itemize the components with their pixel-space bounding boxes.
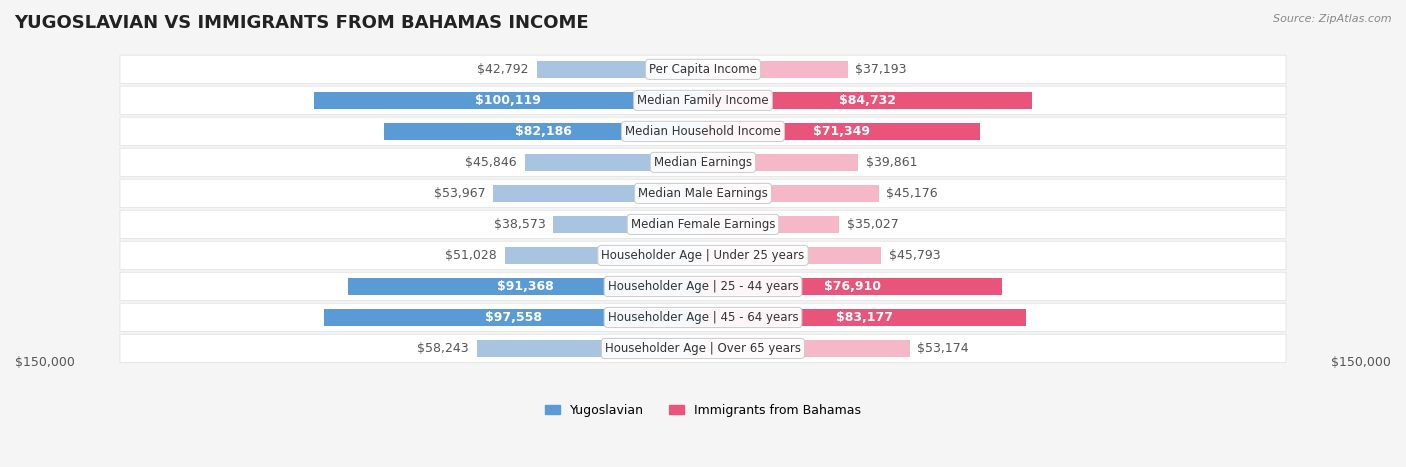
Text: Median Male Earnings: Median Male Earnings [638, 187, 768, 200]
Text: $39,861: $39,861 [866, 156, 917, 169]
Bar [505, 247, 703, 264]
Bar [703, 309, 1026, 326]
Bar [703, 216, 839, 233]
FancyBboxPatch shape [120, 210, 1286, 239]
Text: $45,846: $45,846 [465, 156, 517, 169]
Bar [703, 340, 910, 357]
Text: $84,732: $84,732 [839, 94, 896, 107]
Text: $38,573: $38,573 [494, 218, 546, 231]
Bar [494, 185, 703, 202]
Text: Median Female Earnings: Median Female Earnings [631, 218, 775, 231]
Text: $51,028: $51,028 [446, 249, 496, 262]
FancyBboxPatch shape [120, 179, 1286, 208]
Bar [703, 247, 882, 264]
Text: $45,176: $45,176 [886, 187, 938, 200]
Text: Householder Age | 45 - 64 years: Householder Age | 45 - 64 years [607, 311, 799, 324]
Text: $83,177: $83,177 [837, 311, 893, 324]
Bar [703, 154, 858, 171]
Text: YUGOSLAVIAN VS IMMIGRANTS FROM BAHAMAS INCOME: YUGOSLAVIAN VS IMMIGRANTS FROM BAHAMAS I… [14, 14, 589, 32]
Text: $82,186: $82,186 [515, 125, 572, 138]
FancyBboxPatch shape [120, 117, 1286, 146]
Text: Householder Age | Over 65 years: Householder Age | Over 65 years [605, 342, 801, 355]
Text: Householder Age | 25 - 44 years: Householder Age | 25 - 44 years [607, 280, 799, 293]
FancyBboxPatch shape [120, 303, 1286, 332]
Bar [347, 278, 703, 295]
Text: Median Household Income: Median Household Income [626, 125, 780, 138]
Text: $76,910: $76,910 [824, 280, 882, 293]
FancyBboxPatch shape [120, 241, 1286, 270]
Text: Median Earnings: Median Earnings [654, 156, 752, 169]
Text: $35,027: $35,027 [846, 218, 898, 231]
Bar [477, 340, 703, 357]
Text: $91,368: $91,368 [498, 280, 554, 293]
Bar [524, 154, 703, 171]
Text: $150,000: $150,000 [15, 356, 75, 368]
Bar [703, 123, 980, 140]
Bar [703, 278, 1002, 295]
FancyBboxPatch shape [120, 148, 1286, 177]
Bar [314, 92, 703, 109]
Text: Householder Age | Under 25 years: Householder Age | Under 25 years [602, 249, 804, 262]
Text: $71,349: $71,349 [813, 125, 870, 138]
Text: $58,243: $58,243 [418, 342, 468, 355]
Text: $53,174: $53,174 [918, 342, 969, 355]
Text: Median Family Income: Median Family Income [637, 94, 769, 107]
Text: $37,193: $37,193 [855, 63, 907, 76]
Bar [553, 216, 703, 233]
Text: $97,558: $97,558 [485, 311, 541, 324]
Bar [703, 92, 1032, 109]
Bar [703, 61, 848, 78]
FancyBboxPatch shape [120, 334, 1286, 363]
FancyBboxPatch shape [120, 86, 1286, 115]
FancyBboxPatch shape [120, 55, 1286, 84]
Bar [537, 61, 703, 78]
Text: $100,119: $100,119 [475, 94, 541, 107]
Legend: Yugoslavian, Immigrants from Bahamas: Yugoslavian, Immigrants from Bahamas [540, 399, 866, 422]
Text: $53,967: $53,967 [434, 187, 485, 200]
Text: $42,792: $42,792 [478, 63, 529, 76]
Bar [323, 309, 703, 326]
Text: $150,000: $150,000 [1331, 356, 1391, 368]
Text: Source: ZipAtlas.com: Source: ZipAtlas.com [1274, 14, 1392, 24]
Bar [703, 185, 879, 202]
Text: Per Capita Income: Per Capita Income [650, 63, 756, 76]
Text: $45,793: $45,793 [889, 249, 941, 262]
Bar [384, 123, 703, 140]
FancyBboxPatch shape [120, 272, 1286, 301]
